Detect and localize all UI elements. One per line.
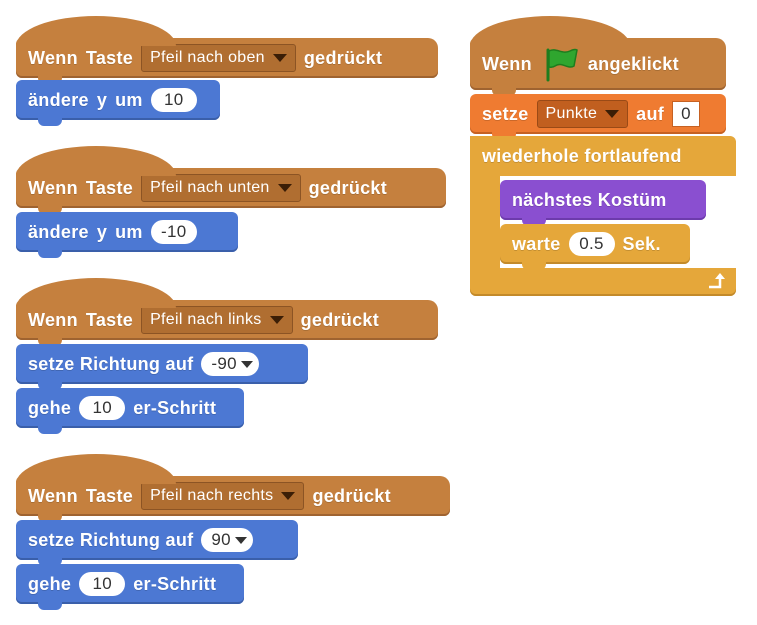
block-notch: [522, 218, 546, 226]
pressed-label: gedrückt: [312, 485, 391, 506]
change-label: ändere: [28, 221, 89, 242]
hat-cap: [16, 454, 176, 484]
by-label: um: [115, 89, 143, 110]
key-dropdown[interactable]: Pfeil nach links: [141, 306, 293, 334]
when-key-pressed-block-up[interactable]: Wenn Taste Pfeil nach oben gedrückt: [16, 16, 438, 84]
block-notch: [38, 426, 62, 434]
when-label: Wenn: [28, 309, 78, 330]
move-label: gehe: [28, 573, 72, 594]
point-direction-label: setze Richtung auf: [28, 529, 194, 550]
when-key-pressed-block-left[interactable]: Wenn Taste Pfeil nach links gedrückt: [16, 278, 438, 346]
by-label: um: [115, 221, 143, 242]
wait-label: warte: [512, 233, 561, 254]
block-notch: [38, 338, 62, 346]
forever-label: wiederhole fortlaufend: [482, 145, 682, 166]
hat-cap: [16, 278, 176, 308]
when-key-pressed-block-down[interactable]: Wenn Taste Pfeil nach unten gedrückt: [16, 146, 446, 214]
hat-cap: [16, 16, 176, 46]
change-label: ändere: [28, 89, 89, 110]
forever-bottom: [470, 268, 736, 296]
steps-input[interactable]: 10: [79, 396, 126, 420]
dropdown-arrow-icon: [281, 492, 296, 500]
steps-suffix: er-Schritt: [133, 397, 217, 418]
block-notch: [38, 558, 62, 566]
hat-cap: [16, 146, 176, 176]
key-label: Taste: [85, 47, 134, 68]
block-notch: [38, 602, 62, 610]
change-y-block[interactable]: ändere y um -10: [16, 212, 238, 258]
direction-value: -90: [211, 354, 237, 373]
block-notch: [38, 382, 62, 390]
when-label: Wenn: [28, 47, 78, 68]
when-label: Wenn: [28, 177, 78, 198]
when-label: Wenn: [28, 485, 78, 506]
hat-cap: [470, 16, 630, 46]
key-dropdown-value: Pfeil nach oben: [150, 49, 265, 66]
key-dropdown-value: Pfeil nach links: [150, 311, 262, 328]
when-flag-clicked-block[interactable]: Wenn angeklickt: [470, 16, 726, 96]
dropdown-arrow-icon: [277, 184, 292, 192]
set-value-input[interactable]: 0: [672, 101, 701, 127]
dropdown-arrow-icon: [269, 316, 284, 324]
loop-arrow-icon: [709, 273, 725, 289]
forever-arm: [470, 176, 500, 268]
key-label: Taste: [85, 177, 134, 198]
dropdown-arrow-icon: [605, 110, 620, 118]
direction-value: 90: [211, 530, 231, 549]
key-dropdown-value: Pfeil nach rechts: [150, 487, 274, 504]
move-steps-block[interactable]: gehe 10 er-Schritt: [16, 388, 244, 434]
key-label: Taste: [85, 485, 134, 506]
to-label: auf: [636, 103, 665, 124]
clicked-label: angeklickt: [587, 53, 679, 74]
block-notch: [38, 206, 62, 214]
key-label: Taste: [85, 309, 134, 330]
set-variable-block[interactable]: setze Punkte auf 0: [470, 94, 726, 140]
wait-block[interactable]: warte 0.5 Sek.: [500, 224, 690, 270]
y-label: y: [96, 221, 108, 242]
block-notch: [38, 250, 62, 258]
key-dropdown[interactable]: Pfeil nach rechts: [141, 482, 305, 510]
next-costume-label: nächstes Kostüm: [512, 189, 667, 210]
pressed-label: gedrückt: [300, 309, 380, 330]
dropdown-arrow-icon: [234, 536, 247, 544]
wait-suffix: Sek.: [622, 233, 661, 254]
move-steps-block[interactable]: gehe 10 er-Schritt: [16, 564, 244, 610]
steps-suffix: er-Schritt: [133, 573, 217, 594]
variable-dropdown[interactable]: Punkte: [536, 100, 629, 128]
pressed-label: gedrückt: [303, 47, 383, 68]
direction-input[interactable]: -90: [201, 352, 259, 376]
block-notch: [38, 118, 62, 126]
direction-input[interactable]: 90: [201, 528, 253, 552]
move-label: gehe: [28, 397, 72, 418]
block-notch: [492, 88, 516, 96]
dropdown-arrow-icon: [240, 360, 253, 368]
forever-block[interactable]: wiederhole fortlaufend: [470, 136, 736, 176]
wait-input[interactable]: 0.5: [568, 232, 615, 256]
next-costume-block[interactable]: nächstes Kostüm: [500, 180, 706, 226]
when-label: Wenn: [482, 53, 532, 74]
set-label: setze: [482, 103, 529, 124]
when-key-pressed-block-right[interactable]: Wenn Taste Pfeil nach rechts gedrückt: [16, 454, 450, 522]
block-notch: [38, 514, 62, 522]
point-direction-label: setze Richtung auf: [28, 353, 194, 374]
change-y-block[interactable]: ändere y um 10: [16, 80, 220, 126]
change-y-input[interactable]: 10: [150, 88, 197, 112]
point-direction-block[interactable]: setze Richtung auf -90: [16, 344, 308, 390]
green-flag-icon: [546, 48, 578, 82]
variable-dropdown-value: Punkte: [545, 105, 598, 122]
key-dropdown-value: Pfeil nach unten: [150, 179, 270, 196]
block-notch: [522, 262, 546, 270]
key-dropdown[interactable]: Pfeil nach unten: [141, 174, 301, 202]
steps-input[interactable]: 10: [79, 572, 126, 596]
key-dropdown[interactable]: Pfeil nach oben: [141, 44, 296, 72]
y-label: y: [96, 89, 108, 110]
change-y-input[interactable]: -10: [150, 220, 197, 244]
dropdown-arrow-icon: [272, 54, 287, 62]
point-direction-block[interactable]: setze Richtung auf 90: [16, 520, 298, 566]
pressed-label: gedrückt: [308, 177, 388, 198]
